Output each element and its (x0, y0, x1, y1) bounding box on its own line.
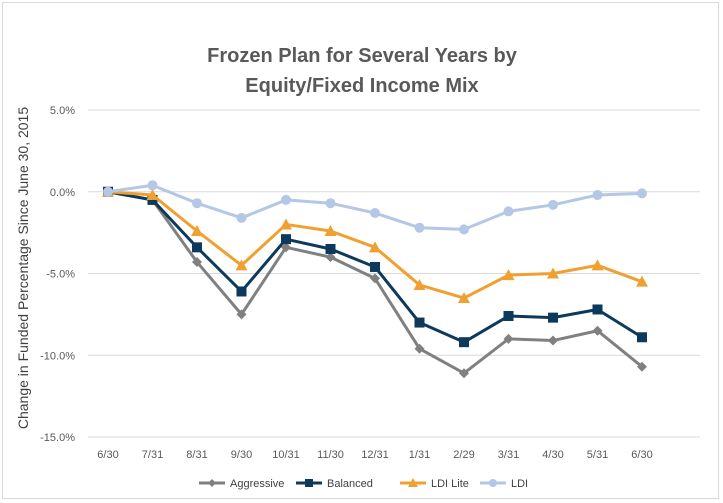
x-tick-label: 9/30 (231, 449, 252, 461)
x-tick-label: 10/31 (272, 449, 300, 461)
data-point-marker (458, 292, 470, 304)
y-tick-labels: 5.0% 0.0% -5.0% -10.0% -15.0% (40, 105, 75, 444)
legend-item: LDI Lite (400, 478, 469, 490)
data-point-marker (281, 194, 291, 205)
data-point-marker (592, 304, 603, 315)
data-point-marker (370, 273, 380, 284)
data-point-marker (547, 267, 559, 279)
data-point-marker (235, 259, 248, 271)
data-point-marker (192, 257, 202, 268)
x-tick-label: 12/31 (361, 449, 389, 461)
y-tick-label: -10.0% (40, 350, 75, 362)
x-tick-label: 4/30 (542, 449, 563, 461)
legend-item: LDI (480, 478, 528, 490)
data-point-marker (281, 234, 291, 245)
data-point-marker (637, 188, 647, 199)
gridlines (88, 109, 700, 438)
legend-swatch-marker (305, 479, 313, 487)
x-tick-label: 5/31 (587, 449, 608, 461)
data-point-marker (503, 333, 514, 344)
y-tick-label: 5.0% (50, 105, 75, 117)
legend-label: Aggressive (230, 478, 284, 490)
y-axis-label: Change in Funded Percentage Since June 3… (15, 107, 31, 429)
data-point-marker (325, 243, 336, 254)
data-point-marker (592, 190, 603, 201)
x-tick-label: 1/31 (409, 449, 430, 461)
series-lines (102, 180, 648, 379)
data-point-marker (146, 189, 159, 201)
data-point-marker (281, 242, 291, 253)
x-tick-label: 3/31 (498, 449, 519, 461)
data-point-marker (370, 261, 380, 272)
series-ldi (103, 180, 647, 235)
legend-label: LDI (511, 478, 528, 490)
x-tick-label: 7/31 (142, 449, 163, 461)
data-point-marker (636, 275, 648, 287)
legend-swatch-marker (408, 478, 418, 487)
data-point-marker (370, 208, 380, 219)
data-point-marker (414, 343, 425, 354)
legend-swatch-marker (489, 479, 497, 487)
data-point-marker (414, 222, 425, 233)
data-point-marker (325, 198, 336, 209)
data-point-marker (103, 186, 113, 197)
data-point-marker (459, 337, 469, 348)
data-point-marker (548, 312, 558, 323)
legend-label: LDI Lite (431, 478, 469, 490)
data-point-marker (325, 252, 336, 263)
data-point-marker (369, 241, 381, 253)
data-point-marker (192, 242, 202, 253)
chart-frame (2, 2, 719, 499)
data-point-marker (503, 206, 514, 217)
x-tick-label: 8/31 (186, 449, 207, 461)
data-point-marker (502, 269, 515, 281)
data-point-marker (637, 332, 647, 343)
chart-title-line-1: Frozen Plan for Several Years by (207, 45, 518, 67)
legend-item: Aggressive (199, 478, 284, 490)
data-point-marker (192, 198, 202, 209)
data-point-marker (548, 335, 558, 346)
y-tick-label: -15.0% (40, 432, 75, 444)
data-point-marker (413, 278, 426, 290)
data-point-marker (191, 224, 203, 236)
data-point-marker (548, 199, 558, 210)
data-point-marker (280, 218, 292, 230)
x-tick-labels: 6/30 7/31 8/31 9/30 10/31 11/30 12/31 1/31 2/29 3… (97, 449, 652, 461)
legend-label: Balanced (327, 478, 373, 490)
data-point-marker (503, 311, 514, 322)
x-tick-label: 11/30 (317, 449, 344, 461)
data-point-marker (459, 224, 469, 235)
data-point-marker (236, 286, 247, 297)
data-point-marker (236, 212, 247, 223)
data-point-marker (414, 317, 425, 328)
data-point-marker (236, 309, 247, 320)
y-tick-label: 0.0% (50, 187, 75, 199)
data-point-marker (637, 361, 647, 372)
data-point-marker (592, 325, 603, 336)
data-point-marker (459, 368, 469, 379)
x-tick-label: 6/30 (97, 449, 118, 461)
data-point-marker (147, 180, 158, 191)
x-tick-label: 6/30 (631, 449, 652, 461)
data-point-marker (324, 224, 337, 236)
legend-item: Balanced (296, 478, 373, 490)
chart-title-line-2: Equity/Fixed Income Mix (245, 75, 478, 97)
data-point-marker (591, 259, 604, 271)
legend: Aggressive Balanced LDI Lite LDI (199, 478, 528, 490)
y-tick-label: -5.0% (46, 269, 75, 281)
x-tick-label: 2/29 (453, 449, 474, 461)
legend-swatch-marker (208, 479, 216, 487)
